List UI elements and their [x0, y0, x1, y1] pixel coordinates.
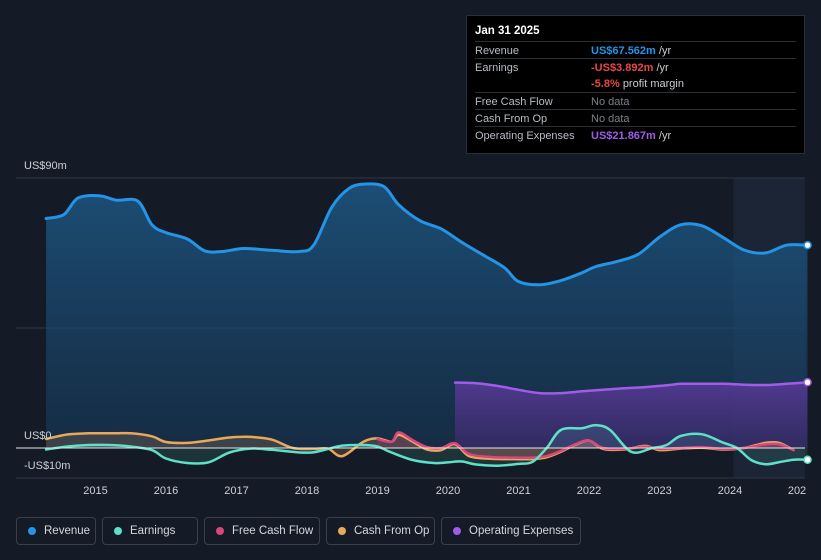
tooltip-label: Free Cash Flow: [475, 96, 553, 108]
legend-label: Cash From Op: [354, 525, 430, 537]
legend-item-cash-from-op[interactable]: Cash From Op: [326, 517, 435, 545]
x-tick-label: 2024: [717, 485, 743, 497]
legend-item-free-cash-flow[interactable]: Free Cash Flow: [204, 517, 320, 545]
x-tick-label: 2018: [294, 485, 320, 497]
free-cash-flow-dot-icon: [216, 527, 224, 535]
x-tick-label: 2020: [435, 485, 461, 497]
tooltip-row-operating-expenses: Operating Expenses US$21.867m /yr: [475, 126, 796, 144]
legend-item-operating-expenses[interactable]: Operating Expenses: [441, 517, 581, 545]
tooltip-row-revenue: Revenue US$67.562m /yr: [475, 41, 796, 59]
tooltip-label: Operating Expenses: [475, 130, 575, 142]
cash-from-op-dot-icon: [338, 527, 346, 535]
x-tick-label: 2022: [576, 485, 602, 497]
earnings-area: [46, 425, 808, 466]
tooltip-label: Earnings: [475, 62, 519, 74]
y-axis-zero-label: US$0: [24, 430, 52, 442]
x-tick-label: 2021: [506, 485, 531, 497]
x-tick-label: 2023: [647, 485, 672, 497]
operating-expenses-end-marker: [803, 378, 812, 387]
legend-label: Operating Expenses: [469, 525, 574, 537]
tooltip-value: US$21.867m /yr: [591, 130, 672, 142]
tooltip-value: -5.8% profit margin: [591, 78, 684, 90]
operating-expenses-dot-icon: [453, 527, 461, 535]
tooltip-value: -US$3.892m /yr: [591, 62, 669, 74]
line-layer: [16, 182, 809, 467]
operating-expenses-line: [453, 381, 809, 395]
tooltip-row-free-cash-flow: Free Cash Flow No data: [475, 92, 796, 110]
tooltip-value: No data: [591, 96, 630, 108]
revenue-line: [44, 182, 809, 287]
dot-layer: [803, 240, 812, 464]
legend-item-revenue[interactable]: Revenue: [16, 517, 96, 545]
y-axis-top-label: US$90m: [24, 160, 67, 172]
tooltip-label: Revenue: [475, 45, 520, 57]
tooltip-date: Jan 31 2025: [475, 25, 540, 37]
legend-label: Free Cash Flow: [232, 525, 314, 537]
x-tick-label: 2016: [153, 485, 179, 497]
tooltip-value: US$67.562m /yr: [591, 45, 672, 57]
area-layer: [46, 183, 808, 466]
earnings-dot-icon: [114, 527, 122, 535]
revenue-dot-icon: [28, 527, 36, 535]
y-axis-bottom-label: -US$10m: [24, 460, 71, 472]
tooltip-label: Cash From Op: [475, 113, 548, 125]
tooltip-value: No data: [591, 113, 630, 125]
revenue-end-marker: [803, 240, 812, 250]
earnings-end-marker: [803, 455, 812, 464]
tooltip-row-cash-from-op: Cash From Op No data: [475, 109, 796, 127]
free-cash-flow-area: [377, 432, 794, 458]
tooltip-row-profit-margin: -5.8% profit margin: [475, 75, 796, 92]
earnings-line: [44, 423, 809, 467]
legend-label: Revenue: [44, 525, 91, 537]
tooltip-row-earnings: Earnings -US$3.892m /yr: [475, 58, 796, 76]
x-tick-label: 2015: [83, 485, 108, 497]
operating-expenses-area: [455, 382, 808, 448]
legend-label: Earnings: [130, 525, 176, 537]
data-tooltip: Jan 31 2025 Revenue US$67.562m /yr Earni…: [466, 15, 805, 154]
x-tick-label: 2019: [365, 485, 390, 497]
x-tick-label: 2017: [224, 485, 249, 497]
x-tick-label: 202: [787, 485, 807, 497]
legend-item-earnings[interactable]: Earnings: [102, 517, 198, 545]
